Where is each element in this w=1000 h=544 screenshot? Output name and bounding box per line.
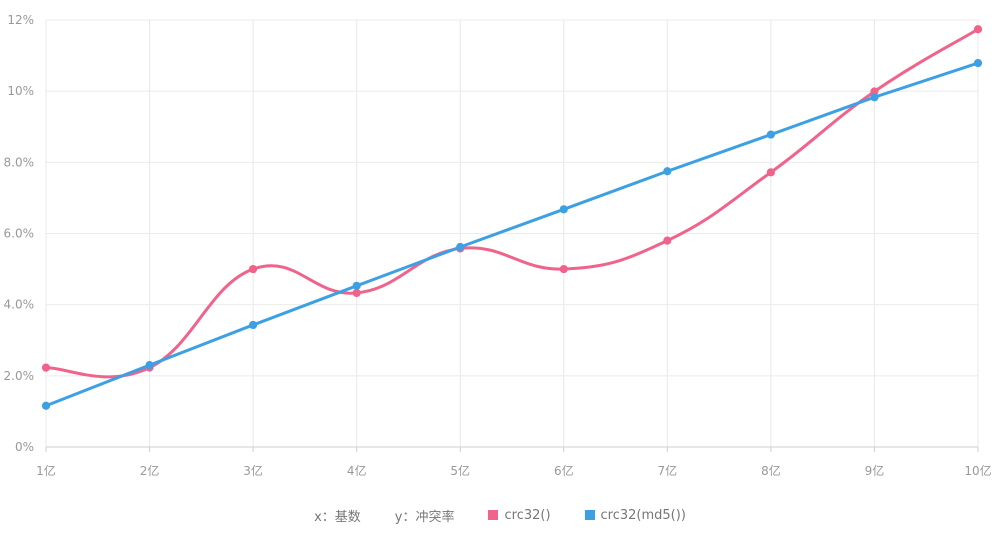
series-2-point-5[interactable] xyxy=(456,242,465,252)
y-tick-label-2: 2.0% xyxy=(4,369,35,383)
legend: x：基数 y：冲突率 crc32() crc32(md5()) xyxy=(0,503,1000,527)
legend-y-note: y：冲突率 xyxy=(395,506,455,525)
grid-layer xyxy=(45,19,979,448)
axis-layer: 0% 2.0% 4.0% 6.0% 8.0% 10% 12% 1亿 2亿 3亿 4亿 5亿 6亿 7亿 8亿… xyxy=(4,13,992,478)
y-tick-label-4: 6.0% xyxy=(4,227,35,241)
x-tick-label-10: 10亿 xyxy=(964,463,991,478)
y-tick-label-3: 4.0% xyxy=(4,298,35,312)
series-1-point-10[interactable] xyxy=(973,25,983,34)
x-tick-label-1: 1亿 xyxy=(36,463,56,478)
series-line-2 xyxy=(44,61,980,408)
legend-label-crc32-md5: crc32(md5()) xyxy=(600,507,686,523)
y-tick-label-1: 0% xyxy=(15,440,34,454)
legend-x-note-label: x：基数 xyxy=(314,509,361,525)
legend-series-crc32[interactable]: crc32() xyxy=(488,507,551,523)
series-2-point-3[interactable] xyxy=(249,320,258,330)
series-2 xyxy=(41,58,983,410)
x-tick-label-9: 9亿 xyxy=(865,463,885,478)
series-layer xyxy=(41,25,983,410)
legend-x-note: x：基数 xyxy=(314,506,361,525)
series-1-point-1[interactable] xyxy=(41,363,51,372)
y-tick-label-7: 12% xyxy=(7,13,34,27)
series-2-point-2[interactable] xyxy=(145,361,154,370)
series-1 xyxy=(41,25,983,379)
y-tick-label-6: 10% xyxy=(7,84,34,98)
x-tick-label-7: 7亿 xyxy=(658,463,678,478)
x-tick-label-2: 2亿 xyxy=(140,463,160,478)
x-tick-label-8: 8亿 xyxy=(761,463,781,478)
legend-series-crc32-md5[interactable]: crc32(md5()) xyxy=(584,507,686,523)
x-tick-label-5: 5亿 xyxy=(450,463,470,478)
series-2-point-10[interactable] xyxy=(973,58,983,68)
series-1-point-7[interactable] xyxy=(663,236,672,245)
legend-swatch-crc32 xyxy=(488,510,499,520)
series-1-point-3[interactable] xyxy=(249,264,258,274)
series-1-point-4[interactable] xyxy=(352,288,361,298)
series-2-point-4[interactable] xyxy=(352,281,361,290)
legend-label-crc32: crc32() xyxy=(504,507,551,523)
series-2-point-8[interactable] xyxy=(766,130,775,139)
series-2-point-9[interactable] xyxy=(870,93,879,102)
x-tick-label-6: 6亿 xyxy=(554,463,574,478)
y-tick-label-5: 8.0% xyxy=(4,155,35,169)
legend-y-note-label: y：冲突率 xyxy=(394,509,455,525)
x-tick-label-3: 3亿 xyxy=(243,463,263,478)
series-1-point-8[interactable] xyxy=(766,168,775,177)
legend-swatch-crc32-md5 xyxy=(584,510,595,520)
series-1-point-6[interactable] xyxy=(559,264,568,274)
x-tick-label-4: 4亿 xyxy=(347,463,367,478)
series-2-point-6[interactable] xyxy=(559,205,568,214)
series-line-1 xyxy=(44,27,980,379)
series-2-point-1[interactable] xyxy=(41,401,51,410)
series-2-point-7[interactable] xyxy=(663,167,672,176)
